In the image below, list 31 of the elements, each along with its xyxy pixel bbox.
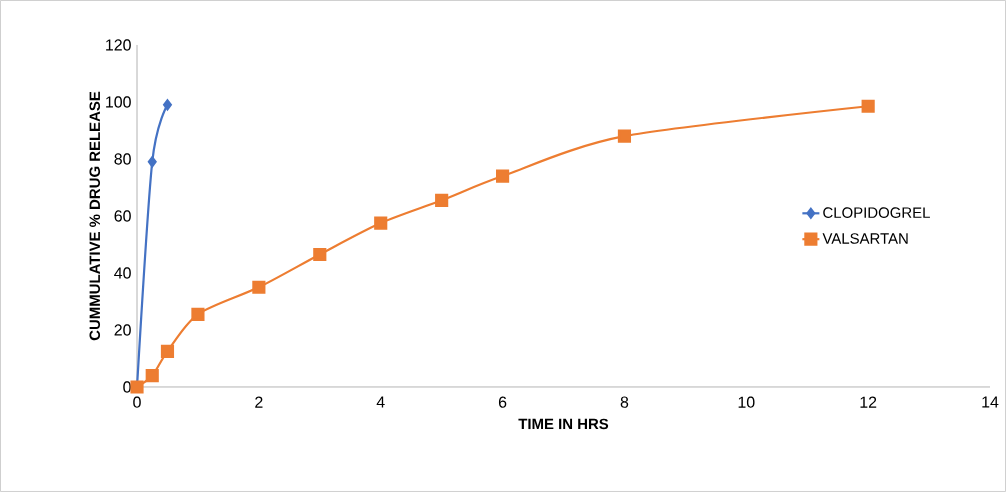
point — [163, 99, 172, 111]
y-tick-label: 60 — [114, 210, 131, 222]
point — [147, 156, 157, 168]
y-axis-title: CUMMULATIVE % DRUG RELEASE — [89, 91, 101, 341]
point — [435, 193, 449, 207]
point — [861, 99, 875, 113]
y-tick-label: 20 — [114, 324, 131, 336]
x-tick-label: 14 — [982, 396, 999, 408]
point — [145, 369, 159, 383]
point — [313, 247, 327, 262]
x-axis-title: TIME IN HRS — [518, 418, 609, 430]
x-tick-label: 2 — [255, 396, 263, 408]
y-tick-label: 40 — [114, 267, 131, 279]
y-tick-label: 0 — [123, 381, 131, 393]
y-tick-label: 80 — [114, 153, 131, 165]
point — [160, 344, 175, 358]
y-tick-label: 120 — [106, 39, 131, 51]
y-tick-label: 100 — [106, 96, 131, 108]
x-tick-label: 6 — [498, 396, 507, 408]
x-tick-label: 8 — [620, 396, 629, 408]
point — [374, 216, 388, 230]
x-tick-label: 10 — [738, 396, 755, 408]
point — [191, 307, 205, 321]
x-tick-label: 4 — [376, 396, 385, 408]
x-tick-label: 12 — [860, 396, 877, 408]
legend-label: VALSARTAN — [822, 233, 908, 244]
point — [617, 129, 632, 143]
x-tick-label: 0 — [133, 396, 141, 408]
legend-label: CLOPIDOGREL — [823, 207, 930, 218]
point — [252, 280, 266, 294]
point — [496, 169, 510, 183]
